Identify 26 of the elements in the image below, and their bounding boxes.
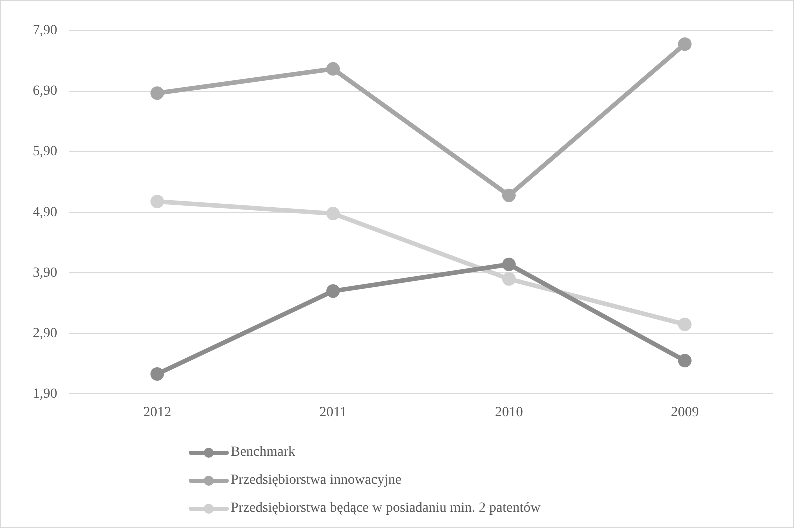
point	[326, 207, 340, 221]
point	[150, 86, 164, 100]
x-tick-label: 2010	[495, 405, 524, 420]
point	[678, 38, 692, 52]
point	[326, 284, 340, 298]
legend-label: Przedsiębiorstwa będące w posiadaniu min. 2 patentów	[231, 501, 541, 517]
y-tick-label: 4,90	[33, 205, 58, 220]
point	[502, 188, 516, 202]
point	[326, 62, 340, 76]
y-tick-label: 5,90	[33, 144, 58, 160]
point	[150, 367, 164, 381]
point	[502, 258, 516, 272]
legend-label: Benchmark	[231, 445, 296, 461]
legend-label: Przedsiębiorstwa innowacyjne	[231, 473, 402, 489]
y-tick-label: 1,90	[33, 386, 58, 402]
y-tick-label: 3,90	[33, 266, 58, 281]
y-tick-label: 7,90	[33, 24, 58, 39]
y-tick-label: 2,90	[33, 326, 58, 342]
point	[678, 318, 692, 332]
x-tick-label: 2009	[671, 405, 700, 420]
y-tick-label: 6,90	[33, 84, 58, 100]
x-tick-label: 2011	[320, 405, 348, 420]
point	[502, 272, 516, 286]
point	[678, 354, 692, 368]
point	[150, 194, 164, 208]
x-tick-label: 2012	[143, 405, 172, 420]
